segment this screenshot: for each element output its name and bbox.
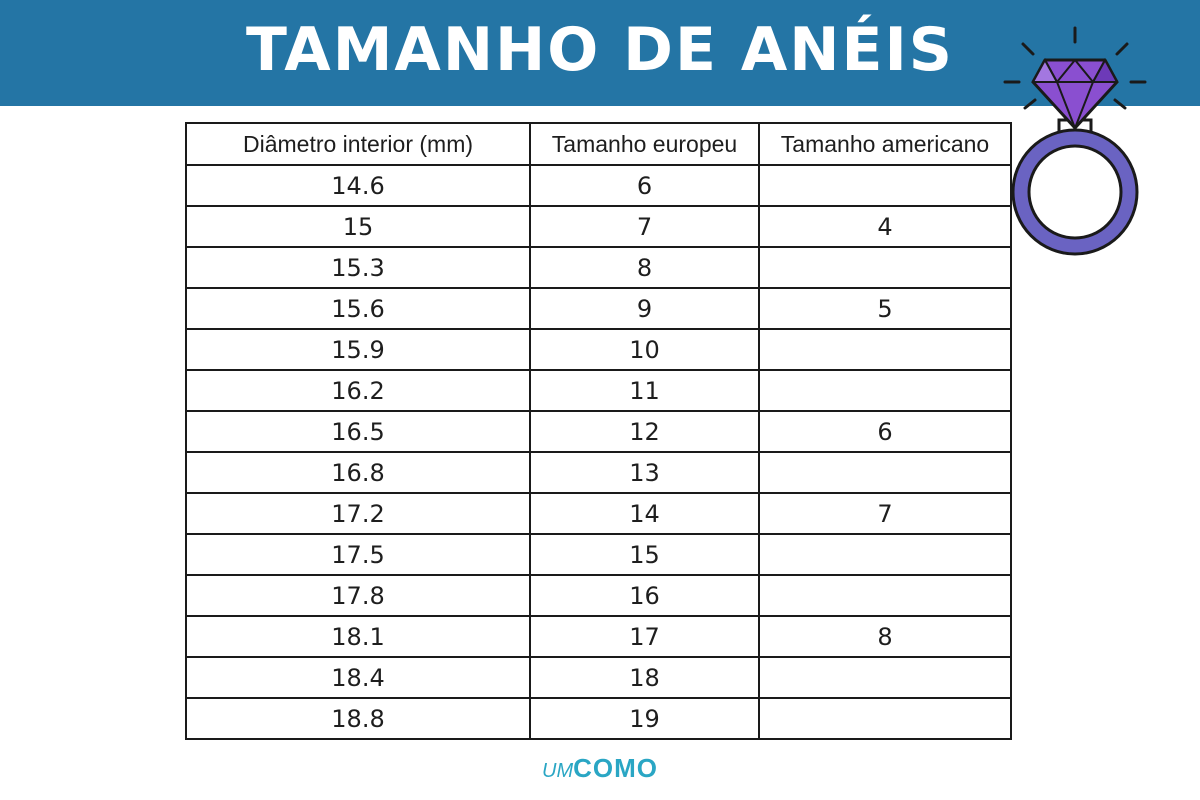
table-header-row: Diâmetro interior (mm) Tamanho europeu T… [185,122,1012,166]
table-row: 16.5 12 6 [185,410,1012,453]
cell-american [758,369,1012,412]
table-row: 17.8 16 [185,574,1012,617]
table-row: 15.9 10 [185,328,1012,371]
table-row: 15.3 8 [185,246,1012,289]
title-banner: TAMANHO DE ANÉIS [0,0,1200,106]
cell-diameter: 16.2 [185,369,531,412]
cell-diameter: 14.6 [185,164,531,207]
cell-american [758,533,1012,576]
logo-prefix: UM [542,760,574,782]
cell-european: 6 [529,164,760,207]
cell-diameter: 18.8 [185,697,531,740]
cell-european: 12 [529,410,760,453]
table-row: 18.8 19 [185,697,1012,740]
cell-american: 7 [758,492,1012,535]
header-american-size: Tamanho americano [758,122,1012,166]
cell-european: 8 [529,246,760,289]
cell-diameter: 15.3 [185,246,531,289]
umcomo-logo[interactable]: UMCOMO [0,753,1200,784]
cell-american: 5 [758,287,1012,330]
cell-diameter: 17.5 [185,533,531,576]
cell-american [758,328,1012,371]
header-european-size: Tamanho europeu [529,122,760,166]
cell-european: 7 [529,205,760,248]
cell-diameter: 16.8 [185,451,531,494]
cell-american [758,164,1012,207]
cell-american: 6 [758,410,1012,453]
cell-diameter: 15.9 [185,328,531,371]
cell-european: 16 [529,574,760,617]
cell-diameter: 17.8 [185,574,531,617]
cell-european: 14 [529,492,760,535]
cell-diameter: 15.6 [185,287,531,330]
cell-european: 19 [529,697,760,740]
cell-american [758,451,1012,494]
cell-diameter: 16.5 [185,410,531,453]
table-row: 17.5 15 [185,533,1012,576]
cell-european: 13 [529,451,760,494]
cell-european: 17 [529,615,760,658]
cell-european: 15 [529,533,760,576]
cell-american [758,574,1012,617]
cell-american [758,246,1012,289]
table-row: 15.6 9 5 [185,287,1012,330]
cell-diameter: 18.1 [185,615,531,658]
cell-european: 10 [529,328,760,371]
diamond-ring-icon [1003,26,1147,256]
table-row: 17.2 14 7 [185,492,1012,535]
cell-american: 4 [758,205,1012,248]
table-row: 18.1 17 8 [185,615,1012,658]
logo-main: COMO [573,753,658,783]
table-row: 15 7 4 [185,205,1012,248]
cell-european: 11 [529,369,760,412]
cell-diameter: 17.2 [185,492,531,535]
cell-american: 8 [758,615,1012,658]
page-title: TAMANHO DE ANÉIS [245,15,955,85]
cell-american [758,697,1012,740]
table-row: 18.4 18 [185,656,1012,699]
table-row: 16.8 13 [185,451,1012,494]
table-row: 16.2 11 [185,369,1012,412]
cell-european: 9 [529,287,760,330]
cell-european: 18 [529,656,760,699]
ring-size-table: Diâmetro interior (mm) Tamanho europeu T… [185,122,1012,740]
table-row: 14.6 6 [185,164,1012,207]
cell-diameter: 18.4 [185,656,531,699]
header-inner-diameter: Diâmetro interior (mm) [185,122,531,166]
cell-diameter: 15 [185,205,531,248]
cell-american [758,656,1012,699]
